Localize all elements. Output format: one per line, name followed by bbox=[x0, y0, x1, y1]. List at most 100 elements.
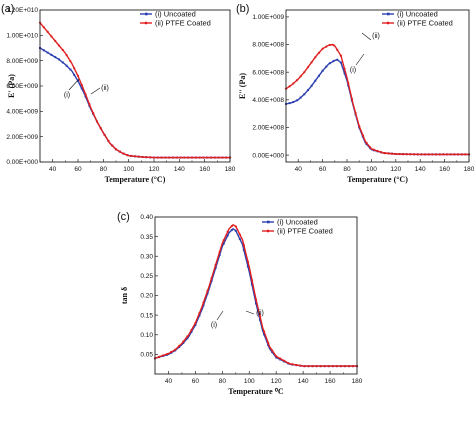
data-point-marker bbox=[336, 48, 339, 51]
data-point-marker bbox=[336, 58, 339, 61]
data-point-marker bbox=[387, 152, 390, 155]
data-point-marker bbox=[217, 156, 220, 159]
data-point-marker bbox=[328, 62, 331, 65]
data-point-marker bbox=[218, 250, 221, 254]
data-point-marker bbox=[133, 155, 137, 158]
y-tick-label: 1.00E+010 bbox=[6, 33, 38, 40]
data-point-marker bbox=[380, 151, 383, 154]
data-point-marker bbox=[65, 53, 68, 57]
data-point-marker bbox=[358, 124, 361, 128]
data-point-marker bbox=[226, 230, 229, 233]
y-tick-label: 1.20E+010 bbox=[6, 7, 38, 14]
legend-marker bbox=[144, 21, 148, 25]
data-point-marker bbox=[303, 71, 306, 74]
y-tick-label: 4.00E+008 bbox=[252, 97, 284, 104]
data-point-marker bbox=[174, 348, 177, 351]
legend-label: (i) Uncoated bbox=[397, 10, 438, 19]
legend-marker bbox=[267, 220, 270, 224]
series-line-uncoated bbox=[39, 47, 230, 159]
data-point-marker bbox=[347, 81, 350, 85]
plot-frame bbox=[285, 9, 470, 163]
data-point-marker bbox=[343, 67, 346, 70]
data-point-marker bbox=[460, 153, 463, 156]
y-tick-label: 0.00E+000 bbox=[252, 152, 284, 159]
panel-label: (c) bbox=[117, 211, 130, 223]
data-point-marker bbox=[103, 133, 106, 136]
data-point-marker bbox=[351, 365, 355, 368]
data-point-marker bbox=[122, 152, 125, 155]
data-point-marker bbox=[325, 65, 328, 68]
data-point-marker bbox=[343, 72, 346, 75]
curve-annotation: (i) bbox=[211, 322, 217, 329]
annotation-leader-line bbox=[245, 310, 255, 315]
annotation-leader-line bbox=[355, 53, 365, 66]
data-point-marker bbox=[161, 354, 165, 357]
data-point-marker bbox=[114, 148, 118, 151]
data-point-marker bbox=[210, 276, 213, 280]
y-axis-label: tan δ bbox=[120, 287, 129, 304]
data-point-marker bbox=[222, 242, 225, 245]
panel-label: (b) bbox=[236, 3, 249, 15]
x-tick-label: 100 bbox=[123, 166, 134, 173]
y-tick-label: 0.30 bbox=[140, 253, 153, 260]
data-point-marker bbox=[46, 51, 49, 54]
data-point-marker bbox=[306, 89, 309, 92]
series-line-coated bbox=[154, 223, 357, 367]
curve-annotation: (ii) bbox=[101, 85, 109, 92]
data-point-marker bbox=[263, 333, 266, 336]
y-tick-label: 6.00E+009 bbox=[6, 83, 38, 90]
legend: (i) Uncoated(ii) PTFE Coated bbox=[140, 10, 211, 28]
data-point-marker bbox=[58, 58, 60, 61]
data-point-marker bbox=[335, 365, 338, 368]
data-point-marker bbox=[303, 365, 306, 368]
data-point-marker bbox=[431, 153, 434, 156]
data-point-marker bbox=[319, 365, 322, 368]
data-point-marker bbox=[202, 156, 205, 159]
data-point-marker bbox=[69, 60, 72, 63]
data-point-marker bbox=[315, 365, 318, 368]
data-point-marker bbox=[152, 156, 156, 159]
data-point-marker bbox=[198, 156, 201, 159]
data-point-marker bbox=[299, 364, 302, 367]
curve-annotation: (ii) bbox=[372, 33, 380, 40]
data-point-marker bbox=[299, 96, 302, 99]
data-point-marker bbox=[194, 323, 197, 326]
data-point-marker bbox=[325, 45, 328, 48]
series-markers-coated bbox=[153, 225, 359, 368]
data-point-marker bbox=[194, 156, 197, 159]
x-axis-label: Temperature (°C) bbox=[347, 175, 408, 184]
x-tick-label: 120 bbox=[390, 166, 401, 173]
data-point-marker bbox=[230, 229, 233, 232]
curve-annotation: (i) bbox=[64, 92, 70, 99]
data-point-marker bbox=[182, 340, 185, 343]
y-tick-label: 1.00E+009 bbox=[252, 14, 284, 21]
series-markers-uncoated bbox=[285, 58, 470, 156]
data-point-marker bbox=[186, 337, 189, 340]
data-point-marker bbox=[287, 361, 290, 365]
data-point-marker bbox=[413, 153, 416, 156]
data-point-marker bbox=[170, 350, 173, 354]
y-tick-label: 0.15 bbox=[140, 312, 153, 319]
x-tick-label: 180 bbox=[464, 166, 474, 173]
data-point-marker bbox=[141, 155, 144, 159]
data-point-marker bbox=[238, 233, 241, 236]
data-point-marker bbox=[445, 153, 449, 156]
y-tick-label: 0.10 bbox=[140, 332, 153, 339]
data-point-marker bbox=[190, 331, 193, 334]
data-point-marker bbox=[258, 315, 262, 318]
data-point-marker bbox=[178, 344, 181, 347]
data-point-marker bbox=[288, 85, 291, 88]
data-point-marker bbox=[310, 84, 313, 87]
y-axis-label: E'' (Pa) bbox=[238, 73, 247, 99]
data-point-marker bbox=[206, 292, 209, 295]
data-point-marker bbox=[271, 351, 274, 354]
x-tick-label: 160 bbox=[439, 166, 450, 173]
data-point-marker bbox=[206, 289, 209, 292]
data-point-marker bbox=[230, 225, 233, 228]
data-point-marker bbox=[183, 156, 186, 159]
x-tick-label: 60 bbox=[74, 166, 82, 173]
data-point-marker bbox=[295, 99, 298, 102]
data-point-marker bbox=[88, 103, 91, 106]
data-point-marker bbox=[339, 365, 342, 368]
data-point-marker bbox=[214, 267, 217, 270]
